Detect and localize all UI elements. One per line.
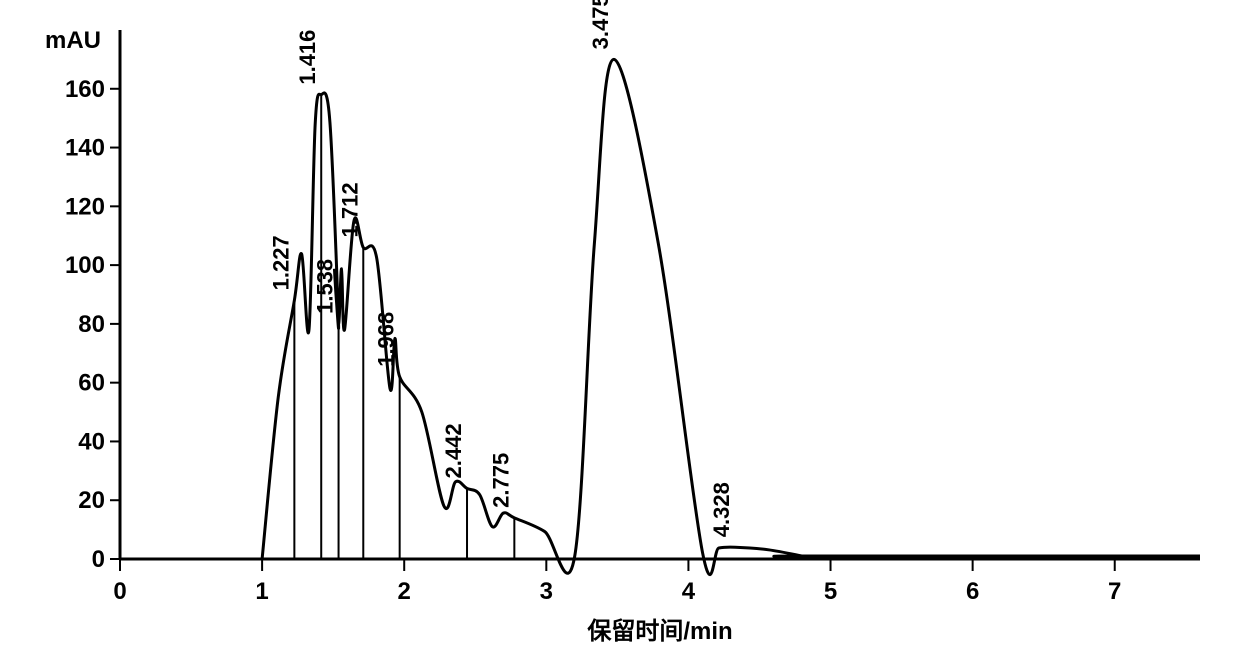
x-tick-label: 1 xyxy=(255,578,268,605)
y-tick-label: 140 xyxy=(65,135,105,162)
peak-label: 1.538 xyxy=(313,259,338,314)
x-tick-label: 4 xyxy=(682,578,696,605)
x-tick-label: 7 xyxy=(1108,578,1121,605)
x-tick-label: 5 xyxy=(824,578,837,605)
peak-label: 2.442 xyxy=(441,423,466,478)
chart-svg: 0 20 40 60 80 100 120 140 160 0 1 2 3 4 5 6 7 mAU 保留时间/min… xyxy=(0,0,1240,659)
peak-label: 1.968 xyxy=(374,312,399,367)
x-tick-label: 2 xyxy=(398,578,411,605)
y-tick-label: 80 xyxy=(78,311,105,338)
chromatogram-chart: 0 20 40 60 80 100 120 140 160 0 1 2 3 4 5 6 7 mAU 保留时间/min… xyxy=(0,0,1240,659)
x-tick-label: 3 xyxy=(540,578,553,605)
x-axis-label: 保留时间/min xyxy=(586,618,732,645)
peak-label: 4.328 xyxy=(709,482,734,537)
y-axis-label: mAU xyxy=(45,27,101,54)
y-tick-label: 20 xyxy=(78,487,105,514)
peak-label: 1.416 xyxy=(295,30,320,85)
x-tick-label: 0 xyxy=(113,578,126,605)
peak-label: 1.712 xyxy=(337,182,362,237)
y-tick-label: 120 xyxy=(65,193,105,220)
y-tick-label: 160 xyxy=(65,76,105,103)
peak-label: 2.775 xyxy=(488,453,513,508)
peak-label: 1.227 xyxy=(268,235,293,290)
y-tick-label: 40 xyxy=(78,428,105,455)
x-tick-label: 6 xyxy=(966,578,979,605)
y-tick-label: 60 xyxy=(78,370,105,397)
y-tick-label: 100 xyxy=(65,252,105,279)
y-tick-label: 0 xyxy=(92,546,105,573)
peak-label: 3.475 xyxy=(588,0,613,49)
